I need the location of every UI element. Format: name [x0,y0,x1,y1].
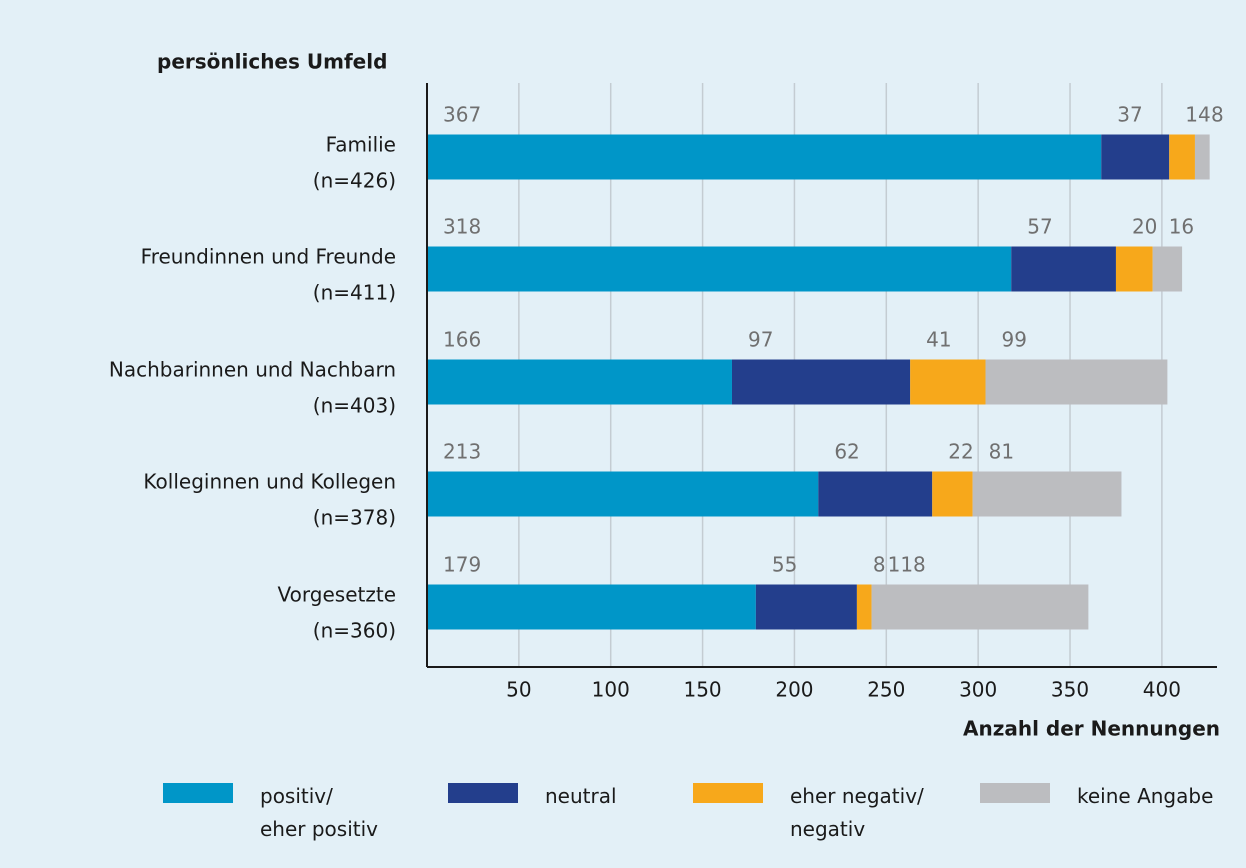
x-tick-label: 150 [683,678,721,702]
bar-segment [972,471,1122,517]
category-label: Familie [326,133,396,157]
category-note: (n=411) [313,281,396,305]
bar-segment [1169,134,1195,180]
value-label: 16 [1169,215,1194,239]
value-label: 57 [1027,215,1052,239]
value-label: 14 [1185,103,1210,127]
bar-segment [427,134,1102,180]
category-label: Freundinnen und Freunde [141,245,396,269]
value-label: 41 [926,328,951,352]
x-tick-label: 300 [959,678,997,702]
bar-segment [932,471,973,517]
value-label: 55 [772,553,797,577]
legend-label: positiv/eher positiv [260,784,378,841]
value-label: 20 [1132,215,1157,239]
bar-segment [1011,246,1116,292]
value-label: 99 [1002,328,1027,352]
bar-segment [731,359,911,405]
value-label: 62 [834,440,859,464]
bar-segment [856,584,872,630]
x-tick-label: 250 [867,678,905,702]
category-label: Vorgesetzte [278,583,396,607]
legend-swatch [980,783,1050,803]
bar-segment [427,584,756,630]
value-label: 8 [1211,103,1224,127]
bar-segment [910,359,986,405]
bar-segment [1101,134,1170,180]
bar-segment [755,584,857,630]
category-label: Kolleginnen und Kollegen [143,470,396,494]
category-note: (n=426) [313,169,396,193]
bar-segment [427,246,1012,292]
bar-segment [818,471,933,517]
x-tick-label: 100 [592,678,630,702]
value-label: 81 [989,440,1014,464]
bar-segment [1194,134,1210,180]
x-tick-label: 350 [1051,678,1089,702]
value-label: 367 [443,103,481,127]
x-axis-label: Anzahl der Nennungen [963,717,1220,741]
legend-label: keine Angabe [1077,784,1213,808]
value-label: 118 [888,553,926,577]
bar-segment [427,471,819,517]
category-note: (n=378) [313,506,396,530]
value-label: 318 [443,215,481,239]
legend-swatch [448,783,518,803]
x-tick-label: 400 [1143,678,1181,702]
legend-label: eher negativ/negativ [790,784,924,841]
value-label: 179 [443,553,481,577]
value-label: 22 [948,440,973,464]
x-tick-label: 50 [506,678,531,702]
category-note: (n=360) [313,619,396,643]
value-label: 166 [443,328,481,352]
value-label: 97 [748,328,773,352]
bar-segment [985,359,1168,405]
value-label: 8 [873,553,886,577]
bar-segment [427,359,732,405]
legend-swatch [693,783,763,803]
bar-segment [1152,246,1183,292]
category-note: (n=403) [313,394,396,418]
value-label: 213 [443,440,481,464]
legend-label: neutral [545,784,617,808]
value-label: 37 [1117,103,1142,127]
legend-swatch [163,783,233,803]
x-tick-label: 200 [775,678,813,702]
bar-segment [1115,246,1153,292]
category-label: Nachbarinnen und Nachbarn [109,358,396,382]
bar-segment [871,584,1089,630]
chart-title: persönliches Umfeld [157,50,387,74]
